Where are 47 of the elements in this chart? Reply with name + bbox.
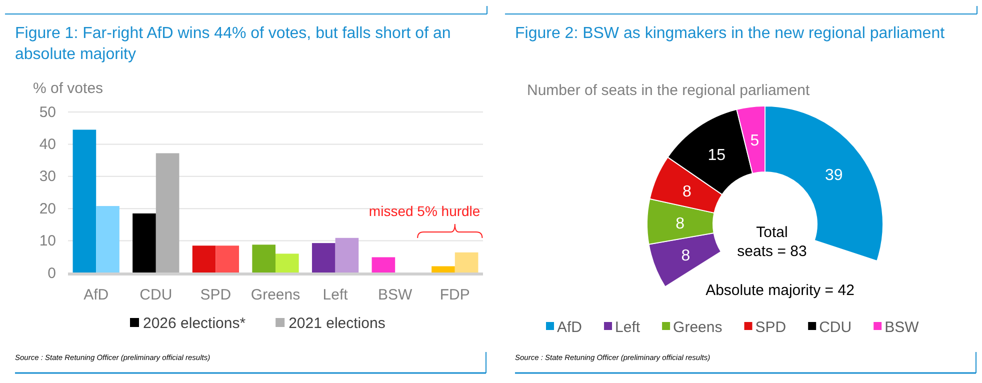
chart-subtitle: Number of seats in the regional parliament	[527, 82, 810, 99]
bar	[312, 243, 336, 273]
bar	[132, 213, 156, 273]
chart-title: Figure 1: Far-right AfD wins 44% of votes, but falls short of an absolute majority	[15, 25, 451, 63]
y-tick-label: 50	[39, 104, 56, 121]
legend-label: SPD	[755, 319, 786, 336]
x-tick-label: FDP	[440, 286, 470, 304]
bar	[276, 254, 299, 273]
bar	[335, 238, 359, 273]
bar	[432, 266, 455, 273]
legend-label: Greens	[673, 319, 722, 336]
bar	[96, 206, 120, 273]
legend-label: 2026 elections*	[143, 315, 246, 332]
x-tick-label: BSW	[378, 286, 414, 304]
bar	[216, 246, 240, 273]
y-tick-label: 0	[48, 264, 56, 282]
bar	[156, 153, 180, 273]
x-tick-label: SPD	[200, 286, 232, 304]
bar	[454, 252, 478, 273]
data-label: 5	[750, 132, 760, 150]
y-tick-label: 40	[39, 136, 56, 153]
text: Absolute majority = 42	[706, 282, 854, 299]
text: Total seats = 83	[737, 224, 807, 260]
bar	[192, 246, 216, 273]
bar	[72, 130, 96, 273]
bar	[252, 244, 276, 273]
data-label: 8	[682, 183, 692, 200]
x-tick-label: AfD	[84, 286, 109, 304]
data-label: 15	[708, 147, 726, 164]
data-label: 8	[676, 215, 685, 232]
y-tick-label: 10	[39, 232, 56, 250]
x-tick-label: CDU	[140, 286, 172, 304]
bar	[372, 257, 396, 273]
data-label: 8	[681, 248, 690, 265]
x-tick-label: Left	[322, 286, 349, 304]
legend-label: Left	[615, 319, 641, 336]
legend-label: 2021 elections	[288, 315, 386, 332]
chart-title: Figure 2: BSW as kingmakers in the new regional parliament	[515, 25, 946, 42]
legend-label: AfD	[557, 319, 582, 336]
legend-label: CDU	[819, 319, 852, 336]
y-tick-label: 30	[39, 168, 56, 186]
y-tick-label: 20	[39, 200, 56, 218]
x-tick-label: Greens	[250, 286, 300, 304]
legend-label: BSW	[884, 319, 920, 336]
y-axis-title: % of votes	[33, 80, 104, 97]
annotation: missed 5% hurdle	[368, 203, 480, 219]
data-label: 39	[824, 167, 843, 184]
